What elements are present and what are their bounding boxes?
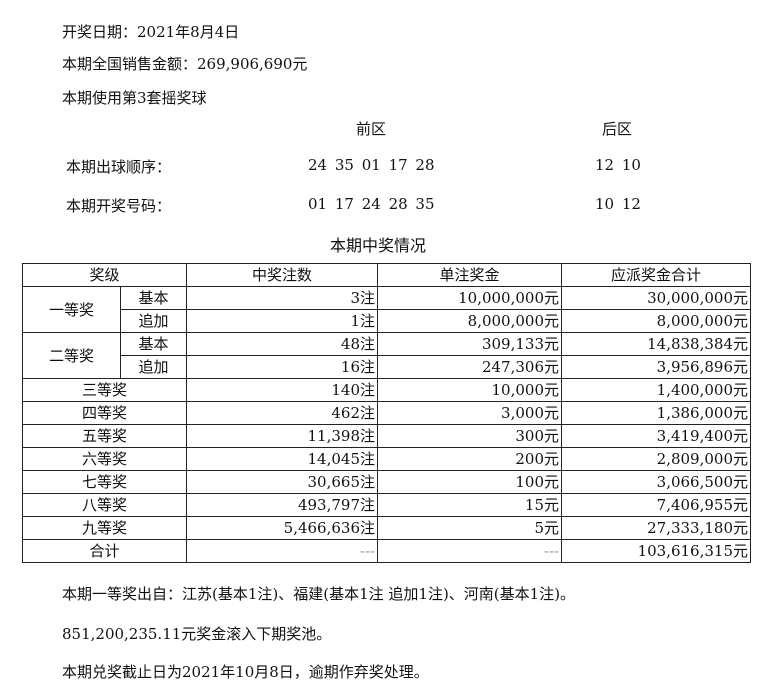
result-back: 10 12 bbox=[595, 195, 641, 213]
winning-count: 14,045注 bbox=[186, 447, 378, 471]
total-prize: 1,400,000元 bbox=[561, 378, 751, 402]
winning-count: 11,398注 bbox=[186, 424, 378, 448]
result-front: 01 17 24 28 35 bbox=[308, 195, 435, 213]
winning-count: 1注 bbox=[186, 309, 378, 333]
unit-prize: 15元 bbox=[377, 493, 562, 517]
unit-prize: 247,306元 bbox=[377, 355, 562, 379]
deadline-note: 本期兑奖截止日为2021年10月8日，逾期作弃奖处理。 bbox=[62, 663, 429, 681]
order-front: 24 35 01 17 28 bbox=[308, 156, 435, 174]
winning-count: --- bbox=[186, 539, 378, 563]
total-prize: 3,956,896元 bbox=[561, 355, 751, 379]
table-row: 合计 --- --- 103,616,315元 bbox=[22, 539, 751, 563]
header-row: 奖级 中奖注数 单注奖金 应派奖金合计 bbox=[22, 263, 751, 287]
unit-prize: 200元 bbox=[377, 447, 562, 471]
total-prize: 8,000,000元 bbox=[561, 309, 751, 333]
winning-count: 493,797注 bbox=[186, 493, 378, 517]
table-row: 九等奖 5,466,636注 5元 27,333,180元 bbox=[22, 516, 751, 540]
total-prize: 2,809,000元 bbox=[561, 447, 751, 471]
prize-sub-type: 基本 bbox=[120, 332, 187, 356]
ball-set: 本期使用第3套摇奖球 bbox=[62, 89, 207, 107]
rollover-note: 851,200,235.11元奖金滚入下期奖池。 bbox=[62, 625, 332, 643]
prize-level: 四等奖 bbox=[22, 401, 187, 425]
table-row: 一等奖 基本 3注 10,000,000元 30,000,000元 bbox=[22, 286, 751, 333]
table-row: 追加 1注 8,000,000元 8,000,000元 bbox=[23, 309, 751, 333]
total-prize: 3,066,500元 bbox=[561, 470, 751, 494]
table-title: 本期中奖情况 bbox=[330, 236, 427, 255]
unit-prize: 309,133元 bbox=[377, 332, 562, 356]
winning-count: 3注 bbox=[186, 286, 378, 310]
back-zone-label: 后区 bbox=[602, 120, 633, 138]
table-row: 七等奖 30,665注 100元 3,066,500元 bbox=[22, 470, 751, 494]
prize-level: 六等奖 bbox=[22, 447, 187, 471]
table-row: 五等奖 11,398注 300元 3,419,400元 bbox=[22, 424, 751, 448]
header-prize: 单注奖金 bbox=[377, 263, 562, 287]
winning-count: 48注 bbox=[186, 332, 378, 356]
winning-count: 5,466,636注 bbox=[186, 516, 378, 540]
table-row: 八等奖 493,797注 15元 7,406,955元 bbox=[22, 493, 751, 517]
table-row: 追加 16注 247,306元 3,956,896元 bbox=[23, 355, 751, 379]
order-back: 12 10 bbox=[595, 156, 641, 174]
total-prize: 30,000,000元 bbox=[561, 286, 751, 310]
unit-prize: --- bbox=[377, 539, 562, 563]
total-prize: 14,838,384元 bbox=[561, 332, 751, 356]
draw-date: 开奖日期：2021年8月4日 bbox=[62, 23, 240, 41]
prize-sub-type: 追加 bbox=[120, 309, 187, 333]
sales-amount: 本期全国销售金额：269,906,690元 bbox=[62, 55, 308, 73]
prize-table: 奖级 中奖注数 单注奖金 应派奖金合计 一等奖 基本 3注 10,000,000元 30,000… bbox=[22, 263, 751, 563]
prize-level: 八等奖 bbox=[22, 493, 187, 517]
winning-count: 30,665注 bbox=[186, 470, 378, 494]
table-row: 四等奖 462注 3,000元 1,386,000元 bbox=[22, 401, 751, 425]
total-prize: 27,333,180元 bbox=[561, 516, 751, 540]
header-count: 中奖注数 bbox=[186, 263, 378, 287]
unit-prize: 300元 bbox=[377, 424, 562, 448]
prize-level: 五等奖 bbox=[22, 424, 187, 448]
table-row: 二等奖 基本 48注 309,133元 14,838,384元 bbox=[22, 332, 751, 379]
prize-level: 七等奖 bbox=[22, 470, 187, 494]
winners-note: 本期一等奖出自：江苏(基本1注)、福建(基本1注 追加1注)、河南(基本1注)。 bbox=[62, 585, 576, 603]
prize-level: 一等奖 bbox=[22, 286, 121, 333]
order-label: 本期出球顺序： bbox=[66, 158, 172, 176]
unit-prize: 3,000元 bbox=[377, 401, 562, 425]
result-label: 本期开奖号码： bbox=[66, 197, 172, 215]
header-level: 奖级 bbox=[22, 263, 187, 287]
total-prize: 7,406,955元 bbox=[561, 493, 751, 517]
prize-level: 九等奖 bbox=[22, 516, 187, 540]
prize-level: 合计 bbox=[22, 539, 187, 563]
unit-prize: 10,000,000元 bbox=[377, 286, 562, 310]
prize-level: 三等奖 bbox=[22, 378, 187, 402]
winning-count: 462注 bbox=[186, 401, 378, 425]
header-total: 应派奖金合计 bbox=[561, 263, 751, 287]
prize-sub-type: 追加 bbox=[120, 355, 187, 379]
front-zone-label: 前区 bbox=[356, 120, 387, 138]
winning-count: 140注 bbox=[186, 378, 378, 402]
unit-prize: 5元 bbox=[377, 516, 562, 540]
unit-prize: 10,000元 bbox=[377, 378, 562, 402]
total-prize: 103,616,315元 bbox=[561, 539, 751, 563]
total-prize: 3,419,400元 bbox=[561, 424, 751, 448]
table-row: 六等奖 14,045注 200元 2,809,000元 bbox=[22, 447, 751, 471]
winning-count: 16注 bbox=[186, 355, 378, 379]
unit-prize: 100元 bbox=[377, 470, 562, 494]
table-row: 三等奖 140注 10,000元 1,400,000元 bbox=[22, 378, 751, 402]
prize-sub-type: 基本 bbox=[120, 286, 187, 310]
total-prize: 1,386,000元 bbox=[561, 401, 751, 425]
prize-level: 二等奖 bbox=[22, 332, 121, 379]
unit-prize: 8,000,000元 bbox=[377, 309, 562, 333]
